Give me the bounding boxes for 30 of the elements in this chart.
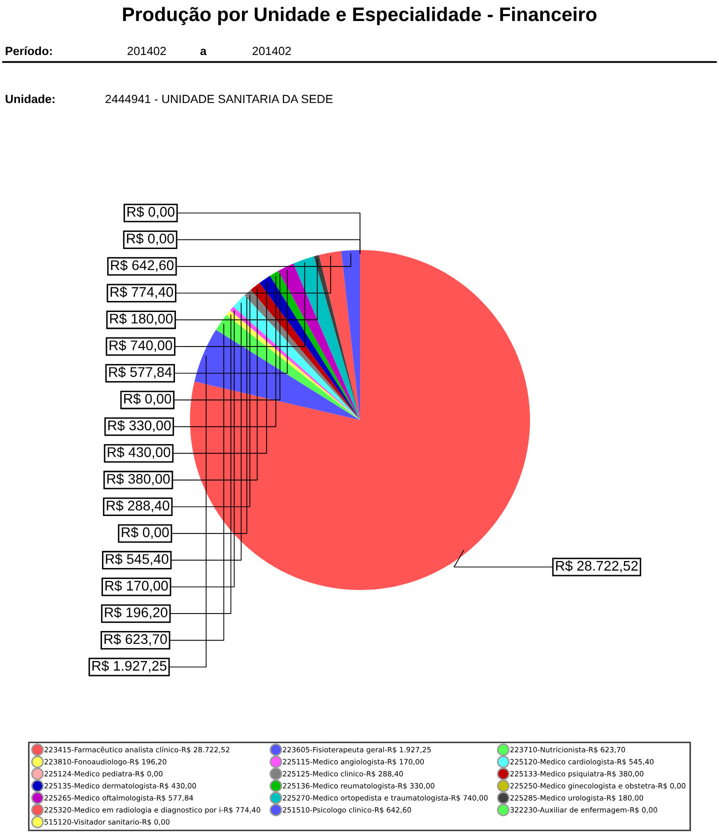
pie-slice bbox=[293, 256, 360, 420]
data-label: R$ 196,20 bbox=[104, 606, 168, 619]
text: 201402 bbox=[252, 46, 291, 56]
text: Unidade: bbox=[6, 94, 54, 104]
data-label: R$ 740,00 bbox=[110, 340, 172, 352]
text: Período: bbox=[6, 46, 52, 56]
text: R$ 0,00 bbox=[124, 393, 172, 406]
data-label: R$ 642,60 bbox=[111, 260, 174, 272]
text: R$ 0,00 bbox=[122, 526, 169, 539]
chart-title: Produção por Unidade e Especialidade - Financeiro bbox=[123, 6, 596, 26]
pie-slice bbox=[341, 250, 360, 420]
data-label: R$ 170,00 bbox=[105, 580, 168, 592]
data-label: R$ 577,84 bbox=[109, 366, 172, 379]
pie-slice bbox=[190, 250, 530, 590]
text: 2444941 - UNIDADE SANITARIA DA SEDE bbox=[106, 94, 333, 104]
text: R$ 0,00 bbox=[128, 206, 174, 218]
data-label: R$ 180,00 bbox=[110, 313, 173, 326]
data-label: R$ 1.927,25 bbox=[92, 660, 166, 672]
data-label: R$ 774,40 bbox=[110, 286, 174, 298]
text: a bbox=[200, 48, 207, 56]
data-label: R$ 330,00 bbox=[108, 420, 171, 432]
data-label: R$ 380,00 bbox=[107, 473, 170, 486]
data-label: R$ 545,40 bbox=[106, 553, 168, 566]
text: 201402 bbox=[128, 46, 166, 56]
data-label: R$ 28.722,52 bbox=[556, 560, 638, 572]
data-label: R$ 288,40 bbox=[106, 500, 170, 512]
data-label: R$ 623,70 bbox=[104, 634, 167, 646]
pie-slice bbox=[194, 330, 360, 420]
text: R$ 0,00 bbox=[127, 233, 174, 246]
data-label: R$ 430,00 bbox=[108, 446, 170, 459]
